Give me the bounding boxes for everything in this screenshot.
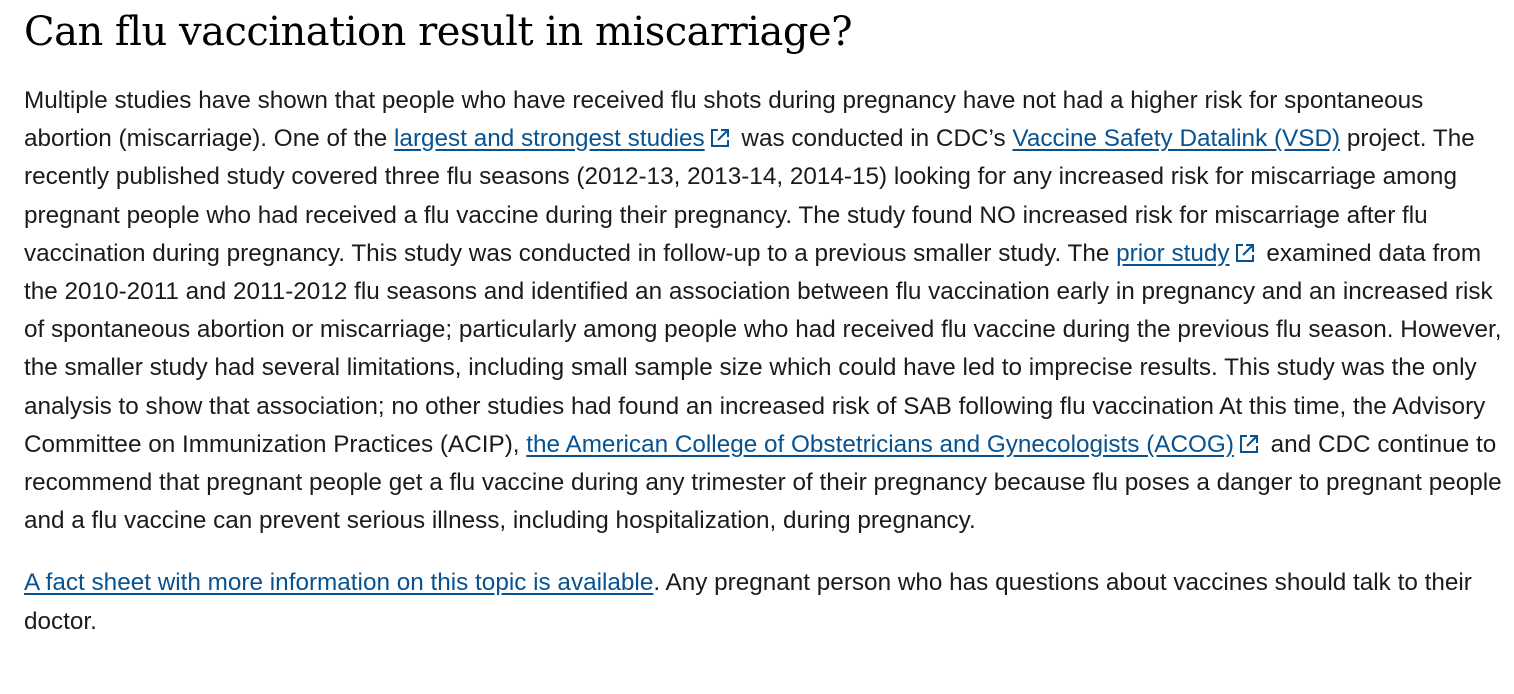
vsd-link[interactable]: Vaccine Safety Datalink (VSD) bbox=[1012, 125, 1341, 153]
external-link-icon[interactable] bbox=[1234, 242, 1256, 264]
body-paragraph-fact-sheet: A fact sheet with more information on th… bbox=[24, 564, 1504, 640]
prior-study-link[interactable]: prior study bbox=[1116, 239, 1230, 267]
external-link-icon[interactable] bbox=[709, 127, 731, 149]
paragraph-text: and CDC continue to recommend that pregn… bbox=[24, 430, 1502, 535]
largest-studies-link[interactable]: largest and strongest studies bbox=[394, 125, 705, 153]
paragraph-text: project. The recently published study co… bbox=[24, 125, 1475, 267]
paragraph-text: examined data from the 2010-2011 and 201… bbox=[24, 239, 1502, 458]
body-paragraph-main: Multiple studies have shown that people … bbox=[24, 82, 1504, 540]
page-title: Can flu vaccination result in miscarriag… bbox=[24, 9, 853, 55]
article-content: Can flu vaccination result in miscarriag… bbox=[24, 6, 1504, 641]
paragraph-text: was conducted in CDC’s bbox=[734, 125, 1013, 153]
acog-link[interactable]: the American College of Obstetricians an… bbox=[526, 430, 1234, 458]
paragraph-text: . Any pregnant person who has questions … bbox=[24, 569, 1472, 635]
paragraph-text: Multiple studies have shown that people … bbox=[24, 87, 1424, 153]
fact-sheet-link[interactable]: A fact sheet with more information on th… bbox=[24, 569, 654, 597]
external-link-icon[interactable] bbox=[1238, 433, 1260, 455]
